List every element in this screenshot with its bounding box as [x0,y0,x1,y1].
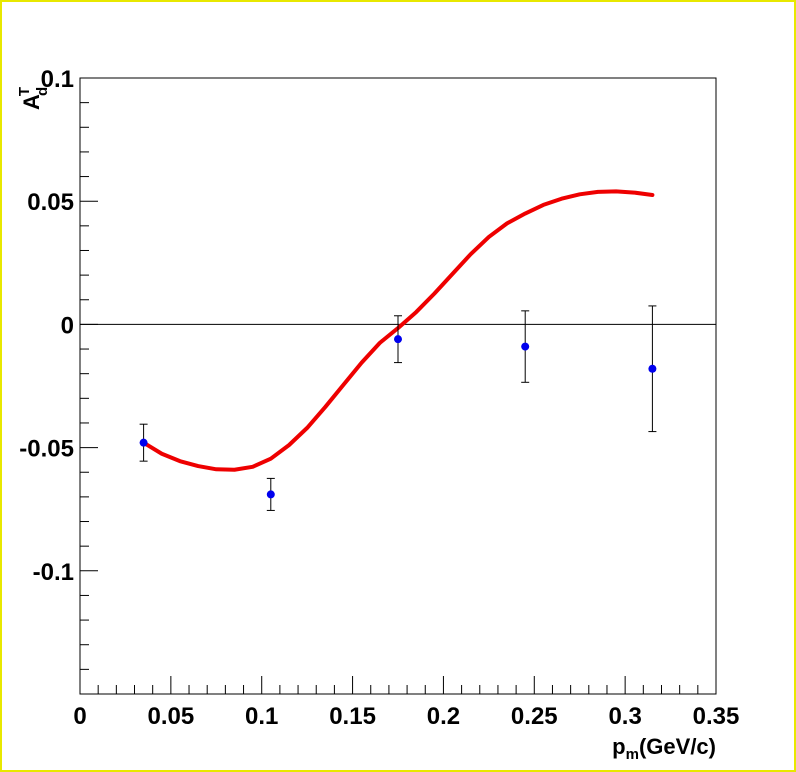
x-tick-label: 0 [73,703,86,730]
plot-frame [79,77,717,695]
x-tick-label: 0.25 [511,703,558,730]
x-tick-label: 0.15 [329,703,376,730]
x-axis-title: pm(GeV/c) [612,734,716,763]
y-tick-label: 0.1 [41,66,74,93]
data-point [139,438,148,447]
y-tick-label: 0 [61,312,74,339]
data-point [394,335,402,344]
x-tick-label: 0.1 [245,703,278,730]
y-tick-label: 0.05 [27,189,74,216]
data-point [521,342,530,351]
x-tick-label: 0.3 [608,703,641,730]
data-point [648,364,657,373]
svg-text:ATd: ATd [16,87,51,110]
data-point [266,490,275,499]
y-axis-title: ATd [16,87,51,110]
y-tick-label: -0.1 [33,559,74,586]
x-tick-label: 0.05 [147,703,194,730]
x-tick-label: 0.35 [693,703,740,730]
x-tick-label: 0.2 [427,703,460,730]
data-points [139,305,657,511]
y-tick-label: -0.05 [19,436,74,463]
tick-labels: 0 0.05 0.1 0.15 0.2 0.25 0.3 0.35 0.1 0.05 0 -0.05 -… [19,66,739,730]
axis-ticks [79,77,717,695]
